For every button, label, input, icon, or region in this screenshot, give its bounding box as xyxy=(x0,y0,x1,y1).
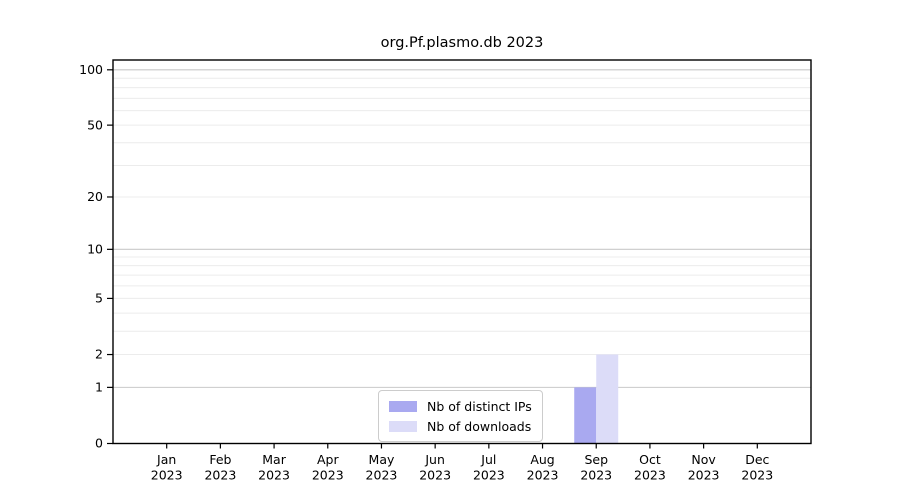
y-tick-label: 20 xyxy=(87,189,103,204)
legend: Nb of distinct IPs Nb of downloads xyxy=(378,390,543,442)
legend-item-distinct-ips: Nb of distinct IPs xyxy=(389,398,532,414)
x-tick-label-year: 2023 xyxy=(741,468,773,483)
x-tick-label-month: Nov xyxy=(691,452,716,467)
bar-distinct-ips xyxy=(574,387,597,444)
y-tick-label: 0 xyxy=(95,436,103,451)
x-tick-label-year: 2023 xyxy=(204,468,236,483)
plot-frame xyxy=(112,59,812,445)
y-tick-label: 100 xyxy=(79,62,103,77)
legend-item-downloads: Nb of downloads xyxy=(389,418,532,434)
x-tick-label-year: 2023 xyxy=(473,468,505,483)
x-tick-label-month: Aug xyxy=(530,452,554,467)
x-tick-label-year: 2023 xyxy=(527,468,559,483)
x-tick-label-month: Jun xyxy=(424,452,445,467)
x-tick-label-month: Oct xyxy=(639,452,661,467)
x-tick-label-year: 2023 xyxy=(312,468,344,483)
x-tick-label-month: Jan xyxy=(156,452,176,467)
x-tick-label-year: 2023 xyxy=(634,468,666,483)
y-tick-label: 10 xyxy=(87,242,103,257)
y-tick-label: 1 xyxy=(95,380,103,395)
bar-downloads xyxy=(596,354,619,444)
chart-title: org.Pf.plasmo.db 2023 xyxy=(380,35,544,51)
y-tick-label: 2 xyxy=(95,347,103,362)
x-tick-label-month: Jul xyxy=(480,452,496,467)
x-tick-label-month: Sep xyxy=(584,452,608,467)
x-tick-label-year: 2023 xyxy=(151,468,183,483)
x-tick-label-month: Feb xyxy=(209,452,231,467)
legend-label-downloads: Nb of downloads xyxy=(427,418,532,434)
y-tick-label: 5 xyxy=(95,291,103,306)
legend-swatch-downloads xyxy=(389,420,417,432)
x-tick-label-year: 2023 xyxy=(688,468,720,483)
x-tick-label-month: May xyxy=(369,452,395,467)
x-tick-label-month: Dec xyxy=(745,452,769,467)
y-tick-label: 50 xyxy=(87,117,103,132)
x-tick-label-year: 2023 xyxy=(258,468,290,483)
x-tick-label-year: 2023 xyxy=(366,468,398,483)
x-tick-label-year: 2023 xyxy=(419,468,451,483)
x-tick-label-month: Mar xyxy=(262,452,286,467)
x-tick-label-year: 2023 xyxy=(580,468,612,483)
legend-label-distinct-ips: Nb of distinct IPs xyxy=(427,398,532,414)
x-tick-label-month: Apr xyxy=(317,452,339,467)
legend-swatch-distinct-ips xyxy=(389,400,417,412)
